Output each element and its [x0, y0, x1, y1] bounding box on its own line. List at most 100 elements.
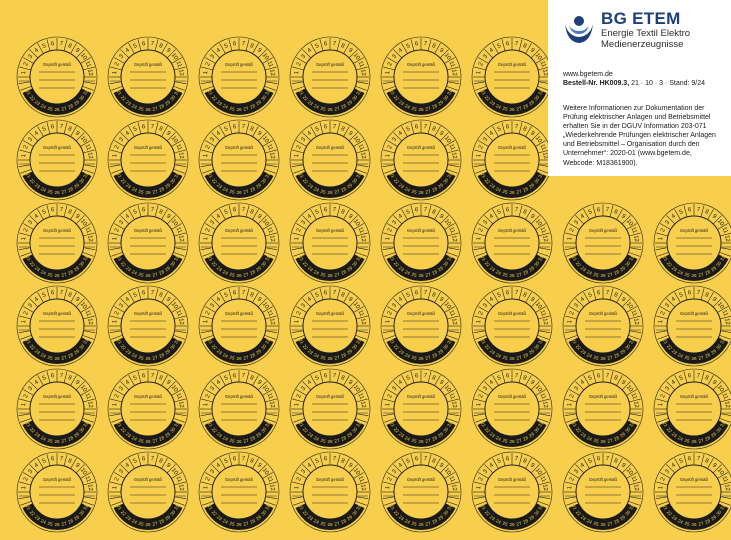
month-number: 3 [209, 385, 216, 392]
month-number: 11 [84, 309, 92, 318]
month-number: 3 [664, 302, 671, 309]
year-number: 31 [719, 503, 726, 510]
month-number: 4 [489, 130, 496, 137]
year-number: 21 [298, 89, 305, 96]
year-number: 27 [516, 106, 522, 112]
year-number: 30 [624, 426, 631, 433]
month-number: 4 [34, 47, 41, 54]
year-number: 27 [698, 521, 704, 527]
year-number: 27 [607, 521, 613, 527]
sticker-heading: Geprüft gemäß [407, 62, 436, 67]
month-number: 3 [118, 219, 125, 226]
month-number: 7 [423, 290, 428, 296]
month-number: 11 [448, 143, 456, 152]
sticker-heading: Geprüft gemäß [407, 311, 436, 316]
month-number: 9 [438, 379, 445, 386]
month-number: 6 [506, 290, 511, 296]
year-number: 24 [404, 103, 411, 110]
month-number: 9 [529, 213, 536, 220]
year-number: 30 [351, 177, 358, 184]
month-number: 2 [660, 476, 667, 482]
year-number: 25 [502, 189, 508, 195]
year-number: 23 [489, 514, 496, 521]
year-number: 31 [537, 88, 544, 95]
sticker-heading: Geprüft gemäß [43, 311, 72, 316]
month-number: 1 [476, 319, 482, 324]
month-number: 10 [443, 301, 452, 310]
inspection-sticker: 1 2 3 4 5 6 7 8 9 10 11 12 21 22 23 24 25 26 27 28 29 30 31 Gep… [651, 366, 731, 452]
year-number: 28 [67, 352, 74, 359]
year-number: 27 [698, 272, 704, 278]
year-number: 25 [229, 106, 235, 112]
inspection-sticker: 1 2 3 4 5 6 7 8 9 10 11 12 21 22 23 24 25 26 27 28 29 30 31 Gep… [560, 200, 646, 286]
inspection-sticker: 1 2 3 4 5 6 7 8 9 10 11 12 21 22 23 24 25 26 27 28 29 30 31 Gep… [378, 366, 464, 452]
inspection-sticker: 1 2 3 4 5 6 7 8 9 10 11 12 21 22 23 24 25 26 27 28 29 30 31 Gep… [196, 366, 282, 452]
month-number: 7 [59, 456, 64, 462]
year-number: 31 [628, 337, 635, 344]
year-number: 28 [431, 103, 438, 110]
sticker-heading: Geprüft gemäß [43, 477, 72, 482]
month-number: 2 [296, 476, 303, 482]
month-number: 9 [620, 462, 627, 469]
month-number: 5 [406, 375, 412, 382]
month-number: 2 [387, 310, 394, 316]
year-number: 30 [78, 177, 85, 184]
month-number: 7 [150, 456, 155, 462]
year-number: 29 [255, 99, 262, 106]
order-number-label: Bestell-Nr. HK009.3, [563, 80, 630, 87]
year-number: 21 [207, 421, 214, 428]
year-number: 27 [425, 521, 431, 527]
year-number: 21 [389, 89, 396, 96]
year-number: 30 [442, 260, 449, 267]
year-number: 30 [715, 260, 722, 267]
month-number: 5 [588, 375, 594, 382]
year-number: 25 [593, 355, 599, 361]
month-number: 9 [711, 379, 718, 386]
year-number: 30 [624, 343, 631, 350]
month-number: 4 [398, 213, 405, 220]
month-number: 5 [133, 43, 139, 50]
year-number: 24 [586, 518, 593, 525]
inspection-sticker: 1 2 3 4 5 6 7 8 9 10 11 12 21 22 23 24 25 26 27 28 29 30 31 Gep… [469, 117, 555, 203]
month-number: 9 [438, 213, 445, 220]
month-number: 4 [489, 296, 496, 303]
month-number: 9 [165, 130, 172, 137]
brand-subtitle-line1: Energie Textil Elektro [601, 28, 691, 39]
month-number: 7 [423, 456, 428, 462]
month-number: 8 [522, 375, 528, 382]
month-number: 6 [233, 456, 238, 462]
year-number: 27 [334, 438, 340, 444]
month-number: 12 [268, 401, 275, 409]
month-number: 4 [125, 296, 132, 303]
month-number: 1 [294, 485, 300, 490]
year-number: 27 [516, 272, 522, 278]
month-number: 3 [300, 468, 307, 475]
year-number: 24 [40, 435, 47, 442]
year-number: 23 [125, 514, 132, 521]
month-number: 4 [34, 213, 41, 220]
year-number: 29 [164, 431, 171, 438]
year-number: 24 [404, 269, 411, 276]
year-number: 28 [431, 518, 438, 525]
year-number: 22 [120, 94, 127, 101]
sticker-heading: Geprüft gemäß [316, 62, 345, 67]
year-number: 24 [313, 518, 320, 525]
year-number: 26 [145, 439, 151, 444]
inspection-sticker: 1 2 3 4 5 6 7 8 9 10 11 12 21 22 23 24 25 26 27 28 29 30 31 Gep… [560, 366, 646, 452]
month-number: 12 [541, 69, 548, 77]
month-number: 1 [203, 70, 209, 75]
year-number: 31 [628, 503, 635, 510]
month-number: 2 [205, 393, 212, 399]
year-number: 26 [418, 522, 424, 527]
website-link[interactable]: www.bgetem.de [563, 71, 613, 78]
month-number: 12 [450, 401, 457, 409]
month-number: 10 [625, 384, 634, 393]
month-number: 8 [340, 292, 346, 299]
year-number: 31 [446, 503, 453, 510]
month-number: 9 [256, 47, 263, 54]
year-number: 23 [398, 431, 405, 438]
